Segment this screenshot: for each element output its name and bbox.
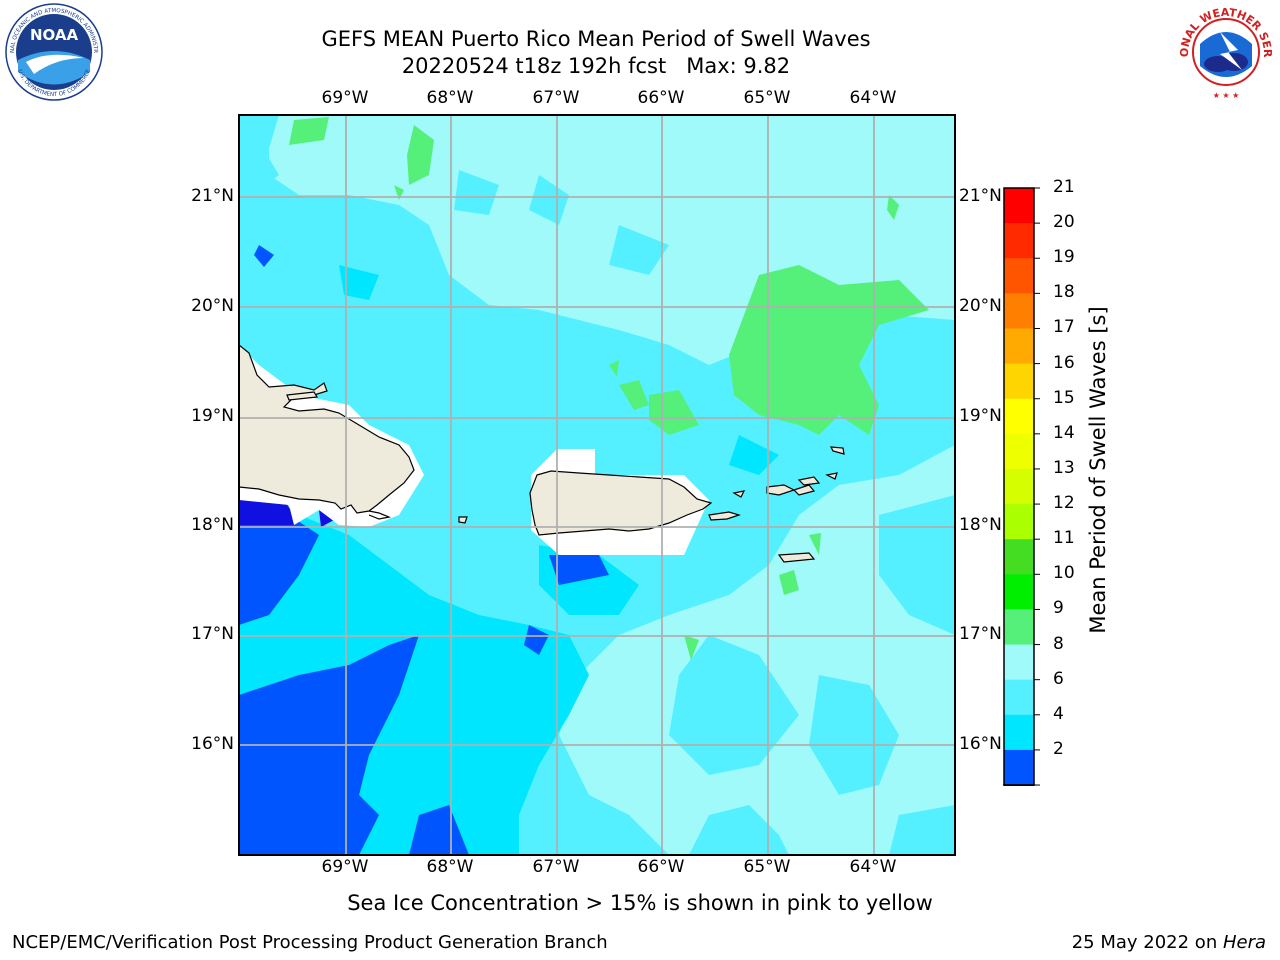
lat-label-left: 17°N	[191, 624, 234, 644]
lon-label-top: 66°W	[637, 88, 685, 108]
colorbar-title: Mean Period of Swell Waves [s]	[1086, 306, 1110, 634]
colorbar-segment	[1004, 398, 1034, 435]
sea-ice-note: Sea Ice Concentration > 15% is shown in …	[347, 891, 933, 915]
colorbar-segment	[1004, 679, 1034, 716]
lat-label-right: 16°N	[959, 734, 1002, 754]
lon-label-top: 67°W	[532, 88, 580, 108]
lat-label-right: 18°N	[959, 515, 1002, 535]
colorbar-segment	[1004, 293, 1034, 329]
credit-branch: NCEP/EMC/Verification Post Processing Pr…	[12, 932, 608, 953]
colorbar-tick-label: 15	[1053, 387, 1075, 408]
colorbar-tick-label: 21	[1053, 177, 1075, 197]
colorbar-segment	[1004, 714, 1034, 751]
lon-label-top: 64°W	[849, 88, 897, 108]
lon-label-bottom: 64°W	[849, 857, 897, 877]
lat-label-right: 21°N	[959, 186, 1002, 206]
noaa-logo-text: NOAA	[30, 26, 79, 44]
colorbar-tick-label: 19	[1053, 247, 1075, 268]
colorbar-segment	[1004, 328, 1034, 365]
colorbar-tick-label: 10	[1053, 563, 1075, 584]
colorbar-segment	[1004, 609, 1034, 646]
lat-label-left: 20°N	[191, 296, 234, 316]
period-band-below-2	[239, 500, 294, 525]
lon-label-top: 65°W	[743, 88, 791, 108]
period-band-2-4	[239, 505, 319, 625]
lat-label-right: 17°N	[959, 624, 1002, 644]
colorbar-segment	[1004, 749, 1034, 786]
map-panel	[238, 114, 956, 856]
colorbar-tick-label: 13	[1053, 457, 1075, 478]
credit-host: Hera	[1222, 932, 1266, 953]
lon-label-bottom: 69°W	[321, 857, 369, 877]
colorbar-segment	[1004, 574, 1034, 610]
colorbar-segment	[1004, 223, 1034, 259]
colorbar-frame	[1003, 187, 1035, 786]
nws-logo: NATIONAL WEATHER SERVICE ★ ★ ★	[1176, 2, 1274, 100]
colorbar-tick-label: 4	[1053, 703, 1064, 724]
lon-label-bottom: 68°W	[426, 857, 474, 877]
title-line-1: GEFS MEAN Puerto Rico Mean Period of Swe…	[321, 27, 871, 51]
colorbar-segment	[1004, 504, 1034, 540]
colorbar-segment	[1004, 539, 1034, 575]
colorbar-segment	[1004, 188, 1034, 224]
colorbar	[1002, 187, 1040, 786]
lat-label-left: 19°N	[191, 406, 234, 426]
colorbar-segment	[1004, 644, 1034, 681]
colorbar-tick-label: 17	[1053, 317, 1075, 338]
colorbar-tick-label: 14	[1053, 422, 1075, 443]
colorbar-tick-label: 2	[1053, 738, 1064, 759]
colorbar-tick-label: 11	[1053, 528, 1075, 549]
lat-label-right: 19°N	[959, 406, 1002, 426]
lon-label-bottom: 67°W	[532, 857, 580, 877]
land-hispaniola	[239, 344, 415, 514]
lon-label-top: 68°W	[426, 88, 474, 108]
land-puerto-rico	[529, 470, 713, 536]
lat-label-left: 16°N	[191, 734, 234, 754]
lon-label-bottom: 66°W	[637, 857, 685, 877]
lon-label-top: 69°W	[321, 88, 369, 108]
noaa-logo: NOAA NATIONAL OCEANIC AND ATMOSPHERIC AD…	[4, 2, 103, 101]
colorbar-segment	[1004, 363, 1034, 400]
colorbar-tick-label: 12	[1053, 493, 1075, 514]
colorbar-tick-label: 6	[1053, 668, 1064, 689]
credit-date: 25 May 2022 on Hera	[1071, 932, 1266, 953]
colorbar-segment	[1004, 433, 1034, 470]
map-grid	[239, 115, 955, 855]
title-line-2: 20220524 t18z 192h fcst Max: 9.82	[401, 54, 791, 78]
lat-label-left: 21°N	[191, 186, 234, 206]
lat-label-right: 20°N	[959, 296, 1002, 316]
land-vieques	[708, 511, 741, 521]
colorbar-tick-label: 20	[1053, 212, 1075, 233]
lat-label-left: 18°N	[191, 515, 234, 535]
chart-title: GEFS MEAN Puerto Rico Mean Period of Swe…	[296, 26, 896, 80]
colorbar-segment	[1004, 468, 1034, 505]
colorbar-tick-label: 16	[1053, 352, 1075, 373]
lon-label-bottom: 65°W	[743, 857, 791, 877]
colorbar-tick-label: 8	[1053, 633, 1064, 654]
colorbar-segment	[1004, 258, 1034, 294]
colorbar-tick-label: 18	[1053, 282, 1075, 303]
map-frame	[238, 114, 956, 856]
colorbar-tick-label: 9	[1053, 598, 1064, 619]
svg-text:★ ★ ★: ★ ★ ★	[1213, 91, 1240, 100]
